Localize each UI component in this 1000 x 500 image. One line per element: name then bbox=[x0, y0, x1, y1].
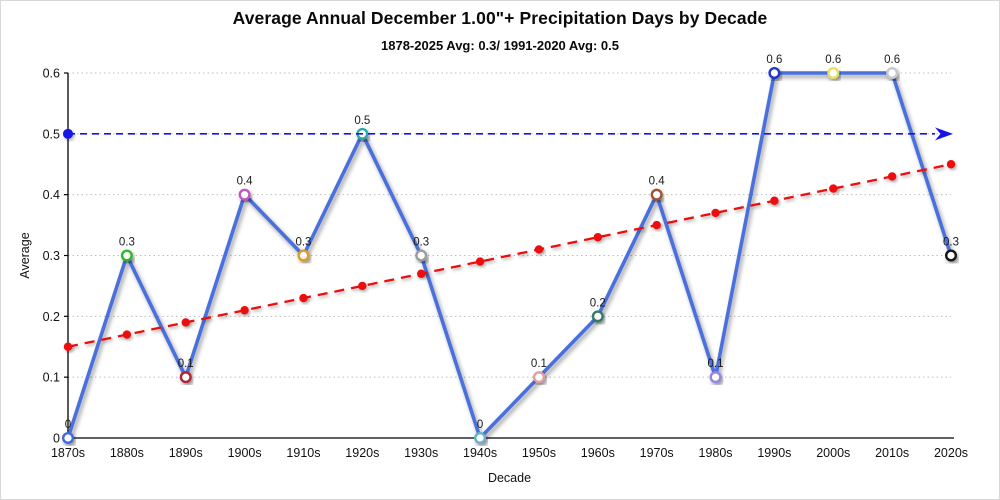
x-tick-label: 2000s bbox=[816, 446, 850, 460]
trend-point bbox=[181, 318, 190, 327]
data-point-marker bbox=[179, 371, 192, 384]
data-point-label: 0.4 bbox=[649, 176, 666, 188]
trend-point bbox=[593, 233, 602, 242]
data-point-marker bbox=[650, 188, 663, 201]
x-tick-label: 1880s bbox=[110, 446, 144, 460]
y-tick-label: 0 bbox=[53, 432, 60, 446]
x-tick-label: 1870s bbox=[51, 446, 85, 460]
y-tick-label: 0.4 bbox=[43, 188, 60, 202]
trend-point bbox=[946, 160, 956, 169]
trend-point bbox=[770, 196, 779, 205]
data-point-marker bbox=[709, 371, 722, 384]
data-point-label: 0 bbox=[65, 419, 71, 431]
x-tick-label: 1930s bbox=[404, 446, 438, 460]
trend-point bbox=[652, 220, 661, 230]
y-tick-label: 0.1 bbox=[43, 371, 60, 385]
x-tick-label: 1970s bbox=[640, 446, 674, 460]
data-point-marker bbox=[768, 66, 781, 79]
x-tick-label: 1890s bbox=[169, 446, 203, 460]
data-point-label: 0.2 bbox=[590, 297, 606, 309]
trend-point bbox=[299, 293, 308, 303]
data-point-label: 0.3 bbox=[943, 237, 959, 249]
data-point-label: 0.6 bbox=[766, 54, 782, 66]
data-point-label: 0.6 bbox=[825, 54, 841, 66]
x-tick-label: 1910s bbox=[286, 446, 320, 460]
x-tick-label: 2010s bbox=[875, 446, 909, 460]
trend-point bbox=[887, 172, 897, 181]
reference-line-arrow-icon bbox=[935, 127, 953, 141]
data-point-marker bbox=[532, 371, 545, 384]
data-series-line bbox=[66, 71, 953, 440]
x-tick-label: 1900s bbox=[228, 446, 262, 460]
data-point-label: 0.1 bbox=[531, 358, 547, 370]
x-tick-label: 2020s bbox=[934, 446, 968, 460]
trend-point bbox=[358, 281, 367, 291]
data-point-label: 0.6 bbox=[884, 54, 900, 66]
data-point-marker bbox=[886, 66, 899, 79]
reference-line-start-dot bbox=[63, 128, 73, 139]
data-point-label: 0.3 bbox=[295, 237, 311, 249]
x-tick-label: 1990s bbox=[757, 446, 791, 460]
data-point-label: 0.3 bbox=[413, 237, 429, 249]
trend-point bbox=[63, 342, 73, 351]
data-point-label: 0.5 bbox=[354, 115, 370, 127]
trend-point bbox=[534, 245, 544, 254]
data-point-marker bbox=[945, 249, 958, 262]
y-tick-label: 0.5 bbox=[43, 127, 60, 141]
chart-title: Average Annual December 1.00"+ Precipita… bbox=[232, 8, 768, 28]
trend-point bbox=[711, 208, 720, 218]
trend-point bbox=[829, 184, 838, 193]
data-point-marker bbox=[62, 432, 75, 445]
chart-subtitle: 1878-2025 Avg: 0.3/ 1991-2020 Avg: 0.5 bbox=[381, 38, 619, 53]
y-axis-title: Average bbox=[18, 232, 32, 278]
x-axis-title: Decade bbox=[488, 471, 531, 485]
data-point-label: 0.3 bbox=[119, 237, 135, 249]
trend-point bbox=[240, 306, 249, 315]
trend-line bbox=[67, 163, 952, 348]
trend-point bbox=[475, 257, 485, 266]
data-point-marker bbox=[415, 249, 428, 262]
data-point-label: 0.1 bbox=[178, 358, 194, 370]
data-point-label: 0 bbox=[477, 419, 483, 431]
data-point-marker bbox=[827, 66, 840, 79]
data-point-marker bbox=[591, 310, 604, 323]
trend-point bbox=[122, 330, 132, 339]
data-point-marker bbox=[120, 249, 133, 262]
x-tick-label: 1950s bbox=[522, 446, 556, 460]
data-point-marker bbox=[474, 432, 487, 445]
y-tick-label: 0.3 bbox=[43, 249, 60, 263]
data-point-label: 0.1 bbox=[708, 358, 724, 370]
x-tick-label: 1960s bbox=[581, 446, 615, 460]
data-point-label: 0.4 bbox=[237, 176, 254, 188]
y-tick-label: 0.6 bbox=[43, 67, 60, 81]
x-tick-label: 1980s bbox=[699, 446, 733, 460]
x-tick-label: 1920s bbox=[345, 446, 379, 460]
x-tick-label: 1940s bbox=[463, 446, 497, 460]
y-tick-label: 0.2 bbox=[43, 310, 60, 324]
data-point-marker bbox=[238, 188, 251, 201]
data-point-marker bbox=[297, 249, 310, 262]
trend-point bbox=[417, 269, 426, 278]
